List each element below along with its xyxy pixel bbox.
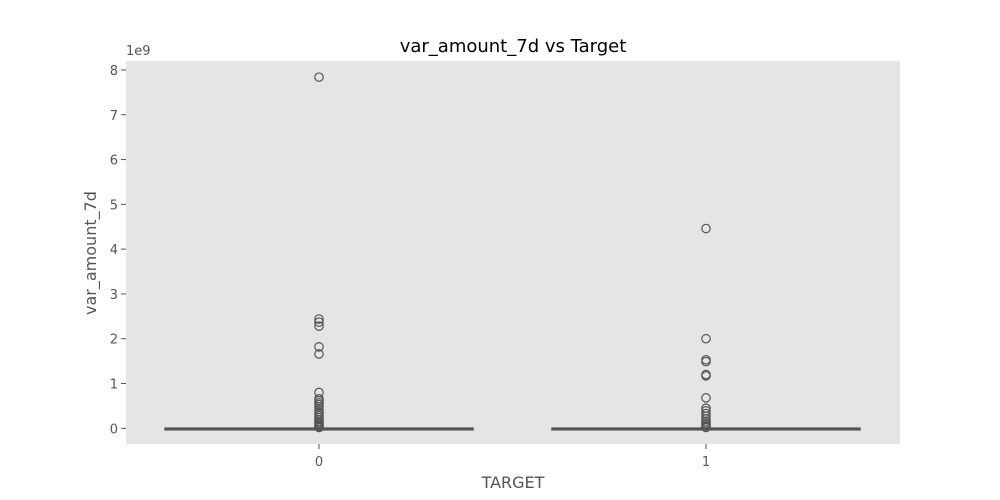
outlier-point <box>314 317 324 327</box>
outlier-point <box>314 314 324 324</box>
x-tick-label: 1 <box>702 455 710 470</box>
plot-area <box>126 61 900 444</box>
outlier-point <box>314 349 324 359</box>
y-axis-label: var_amount_7d <box>81 191 101 315</box>
outlier-point <box>701 223 711 234</box>
box-0 <box>164 72 474 433</box>
outlier-point <box>701 393 711 403</box>
box-series <box>164 72 861 433</box>
y-axis: 0 1 2 3 4 5 6 7 8 <box>110 64 126 437</box>
box-1 <box>551 223 861 433</box>
y-tick-label: 2 <box>110 333 118 348</box>
outlier-point <box>314 72 324 82</box>
y-tick-label: 3 <box>110 288 118 303</box>
y-tick-label: 0 <box>110 422 118 437</box>
outlier-point <box>314 321 324 331</box>
outlier-point <box>701 408 711 419</box>
x-axis-label: TARGET <box>481 473 545 492</box>
outlier-point <box>314 422 324 433</box>
chart-title: var_amount_7d vs Target <box>400 36 627 57</box>
y-tick-label: 1 <box>110 378 118 393</box>
y-tick-label: 8 <box>110 64 118 79</box>
outlier-point <box>701 356 711 367</box>
y-tick-label: 4 <box>110 243 118 258</box>
x-tick-label: 0 <box>315 455 323 470</box>
outlier-point <box>701 422 711 433</box>
y-tick-label: 6 <box>110 154 118 169</box>
outlier-point <box>701 333 711 344</box>
outlier-point <box>314 341 324 352</box>
y-axis-multiplier: 1e9 <box>126 44 151 59</box>
y-tick-label: 5 <box>110 198 118 213</box>
outlier-point <box>701 371 711 381</box>
y-tick-label: 7 <box>110 109 118 124</box>
